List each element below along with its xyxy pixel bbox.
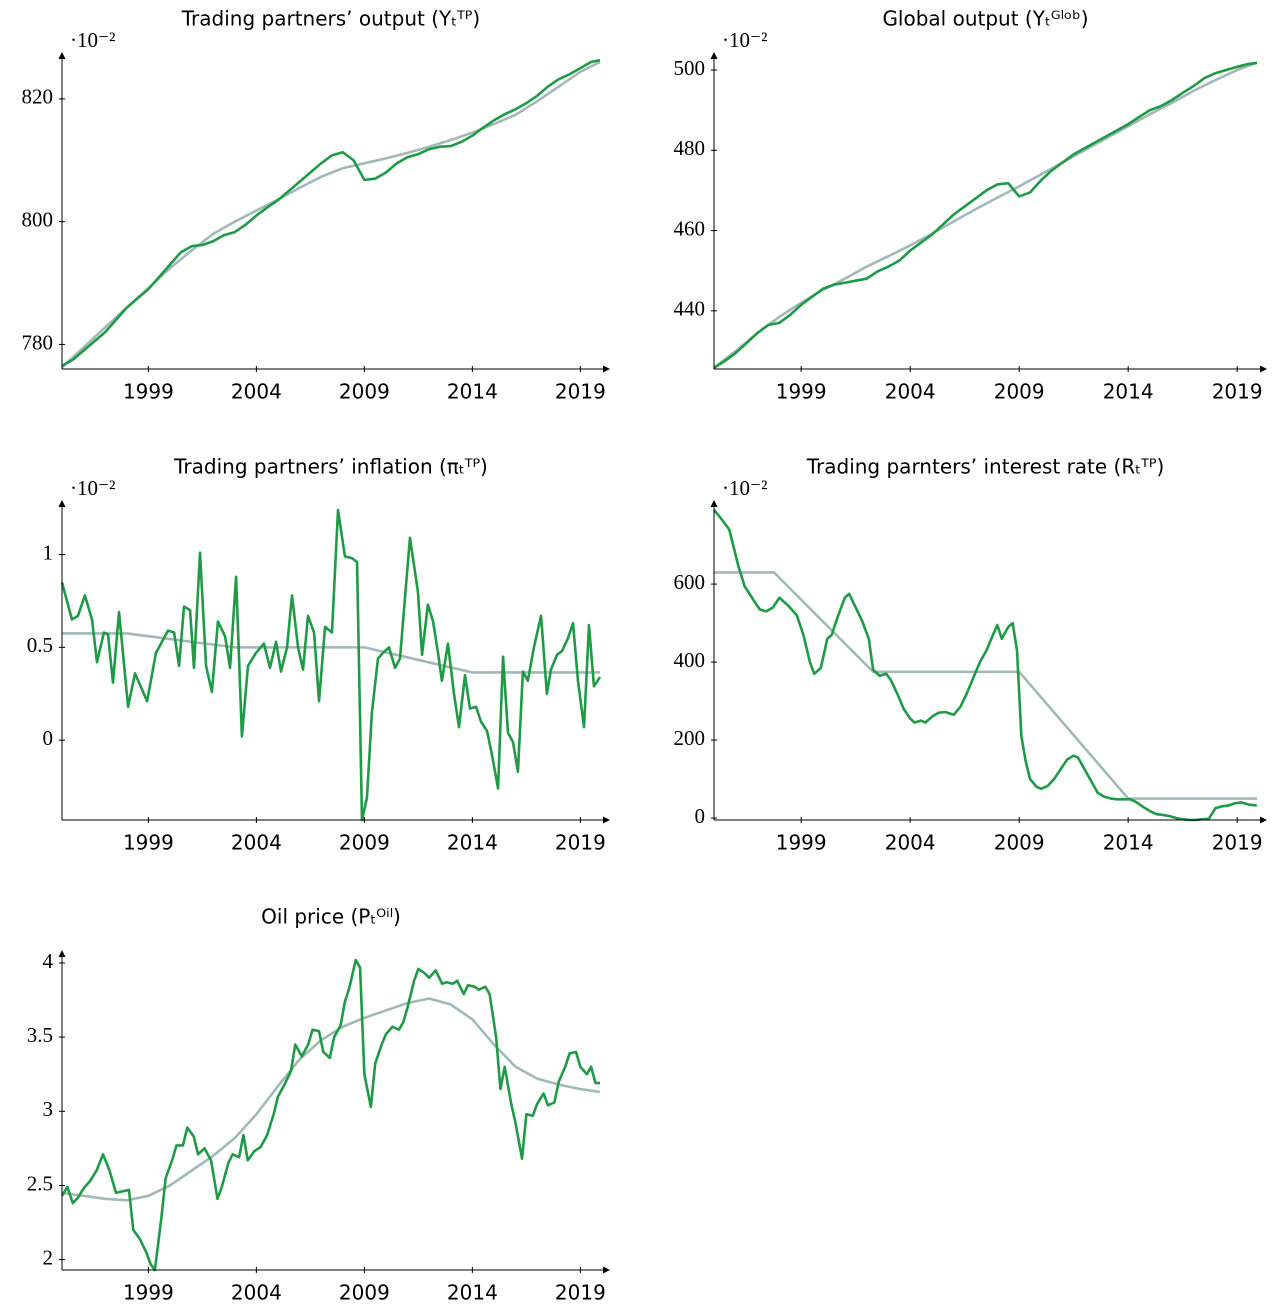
x-tick-label: 2009 [339,831,390,855]
x-tick-label: 2019 [1212,831,1263,855]
panel: Oil price (Pₜᴼⁱˡ) 1999 2004 2009 2014 2019 2 2.… [27,905,610,1305]
data-line [60,958,600,1272]
x-tick-label: 2019 [1212,380,1263,404]
panel: Trading partners’ inflation (πₜᵀᴾ) ·10⁻² 1… [27,455,610,855]
data-line [713,61,1258,369]
x-axis-arrow [1260,816,1267,824]
data-line [61,58,601,368]
x-tick-label: 2019 [555,380,606,404]
chart: Oil price (Pₜᴼⁱˡ) 1999 2004 2009 2014 2019 2 2.… [27,905,610,1305]
x-tick-label: 2014 [1103,380,1154,404]
y-tick-label: 820 [22,85,54,109]
x-tick-label: 1999 [123,831,174,855]
y-tick-label: 780 [22,330,54,354]
x-tick-label: 2004 [231,831,282,855]
y-tick-label: 200 [674,726,706,750]
y-tick-label: 3.5 [27,1023,53,1047]
x-tick-label: 2009 [339,380,390,404]
x-tick-label: 2014 [447,831,498,855]
data-line [60,508,602,822]
axis-scale-label: ·10⁻² [70,28,115,52]
x-tick-label: 1999 [123,1281,174,1305]
y-tick-label: 440 [674,297,706,321]
x-tick-label: 2019 [555,831,606,855]
x-tick-label: 2019 [555,1281,606,1305]
y-tick-label: 1 [43,540,54,564]
y-tick-label: 0.5 [27,633,53,657]
panel: Global output (Yₜᴳˡᵒᵇ) ·10⁻² 1999 2004 2009 2… [674,7,1267,404]
x-tick-label: 2014 [447,1281,498,1305]
x-tick-label: 2014 [1103,831,1154,855]
chart-title: Trading partners’ output (Yₜᵀᴾ) [181,7,480,31]
y-axis-arrow [58,950,66,957]
axis-scale-label: ·10⁻² [722,476,767,500]
x-tick-label: 1999 [776,831,827,855]
y-tick-label: 400 [674,648,706,672]
x-tick-label: 2004 [231,1281,282,1305]
y-tick-label: 500 [674,56,706,80]
y-axis-arrow [58,52,66,59]
axis-scale-label: ·10⁻² [70,476,115,500]
x-tick-label: 1999 [123,380,174,404]
data-line [713,509,1257,822]
y-tick-label: 0 [695,804,706,828]
x-axis-arrow [1260,365,1267,373]
y-axis-arrow [710,52,718,59]
panel: Trading parnters’ interest rate (Rₜᵀᴾ) ·1… [674,455,1267,855]
chart: Global output (Yₜᴳˡᵒᵇ) ·10⁻² 1999 2004 2009 2… [674,7,1267,404]
x-axis-arrow [603,365,610,373]
y-tick-label: 2 [43,1245,54,1269]
x-axis-arrow [603,816,610,824]
chart: Trading partners’ output (Yₜᵀᴾ) ·10⁻² 1999… [22,7,610,404]
y-tick-label: 600 [674,570,706,594]
chart-title: Trading parnters’ interest rate (Rₜᵀᴾ) [806,455,1165,479]
chart-title: Trading partners’ inflation (πₜᵀᴾ) [173,455,488,479]
y-tick-label: 460 [674,216,706,240]
x-tick-label: 2009 [994,380,1045,404]
y-tick-label: 4 [43,949,54,973]
data-line [713,61,1258,369]
y-tick-label: 3 [43,1097,54,1121]
y-tick-label: 0 [43,726,54,750]
data-line [714,571,1257,800]
panel: Trading partners’ output (Yₜᵀᴾ) ·10⁻² 1999… [22,7,610,404]
x-axis-arrow [603,1266,610,1274]
chart: Trading parnters’ interest rate (Rₜᵀᴾ) ·1… [674,455,1267,855]
data-line [62,632,600,674]
x-tick-label: 2004 [885,380,936,404]
x-tick-label: 1999 [776,380,827,404]
x-tick-label: 2014 [447,380,498,404]
x-tick-label: 2004 [885,831,936,855]
y-axis-arrow [58,500,66,507]
x-tick-label: 2004 [231,380,282,404]
chart-title: Oil price (Pₜᴼⁱˡ) [261,905,401,929]
axis-scale-label: ·10⁻² [722,28,767,52]
data-line [61,997,601,1202]
y-tick-label: 480 [674,136,706,160]
x-tick-label: 2009 [994,831,1045,855]
y-tick-label: 2.5 [27,1171,53,1195]
y-tick-label: 800 [22,207,54,231]
chart-title: Global output (Yₜᴳˡᵒᵇ) [882,7,1088,31]
chart: Trading partners’ inflation (πₜᵀᴾ) ·10⁻² 1… [27,455,610,855]
y-axis-arrow [710,500,718,507]
x-tick-label: 2009 [339,1281,390,1305]
